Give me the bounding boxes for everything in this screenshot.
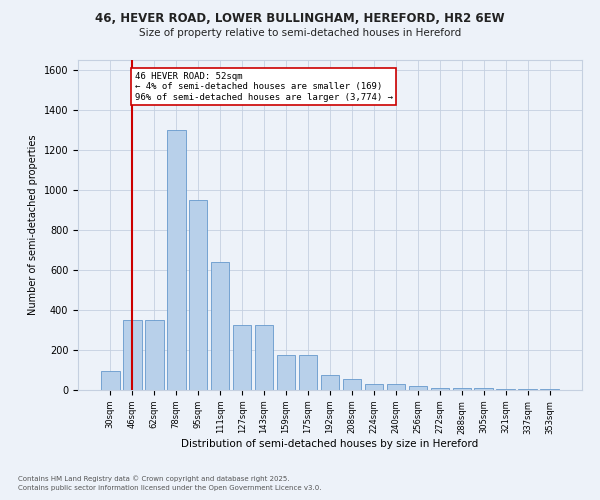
Bar [320, 375, 340, 390]
Text: Contains HM Land Registry data © Crown copyright and database right 2025.: Contains HM Land Registry data © Crown c… [18, 476, 290, 482]
Bar [431, 388, 449, 390]
X-axis label: Distribution of semi-detached houses by size in Hereford: Distribution of semi-detached houses by … [181, 440, 479, 450]
Bar [277, 355, 295, 390]
Bar [386, 384, 405, 390]
Bar [145, 320, 164, 390]
Text: Size of property relative to semi-detached houses in Hereford: Size of property relative to semi-detach… [139, 28, 461, 38]
Bar [189, 200, 208, 390]
Text: 46, HEVER ROAD, LOWER BULLINGHAM, HEREFORD, HR2 6EW: 46, HEVER ROAD, LOWER BULLINGHAM, HEREFO… [95, 12, 505, 26]
Bar [409, 386, 427, 390]
Bar [365, 384, 383, 390]
Y-axis label: Number of semi-detached properties: Number of semi-detached properties [28, 134, 38, 316]
Bar [211, 262, 229, 390]
Bar [123, 320, 142, 390]
Text: 46 HEVER ROAD: 52sqm
← 4% of semi-detached houses are smaller (169)
96% of semi-: 46 HEVER ROAD: 52sqm ← 4% of semi-detach… [135, 72, 393, 102]
Bar [452, 388, 471, 390]
Bar [167, 130, 185, 390]
Bar [496, 389, 515, 390]
Bar [299, 355, 317, 390]
Bar [343, 379, 361, 390]
Bar [475, 388, 493, 390]
Bar [255, 325, 274, 390]
Bar [101, 371, 119, 390]
Bar [541, 389, 559, 390]
Text: Contains public sector information licensed under the Open Government Licence v3: Contains public sector information licen… [18, 485, 322, 491]
Bar [518, 389, 537, 390]
Bar [233, 325, 251, 390]
